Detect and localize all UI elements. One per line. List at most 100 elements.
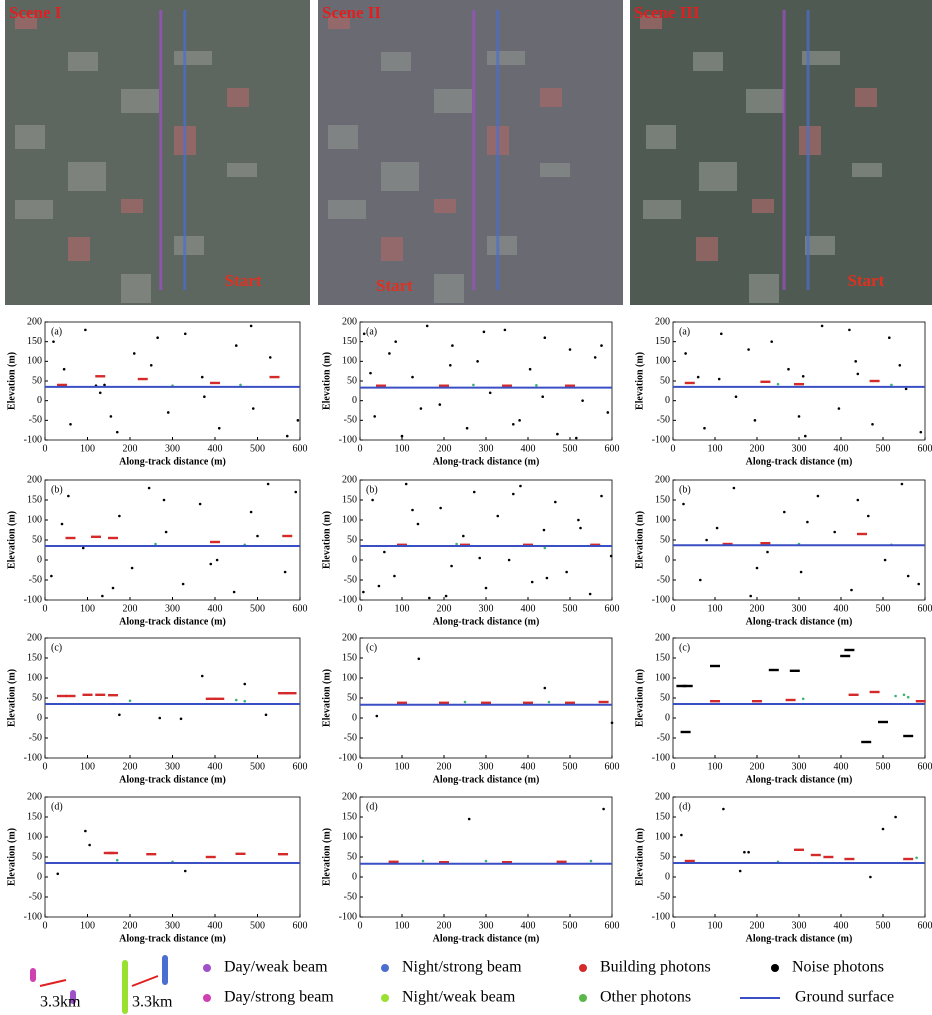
y-tick-label: -100: [339, 434, 357, 445]
y-tick-label: 50: [32, 692, 42, 703]
photon: [590, 860, 593, 863]
y-tick-label: 100: [27, 672, 42, 683]
photon: [754, 419, 757, 422]
building-block: [852, 163, 882, 177]
y-axis-label: Elevation (m): [6, 828, 17, 886]
x-tick-label: 200: [123, 920, 138, 931]
photon: [783, 511, 786, 514]
photon: [184, 333, 187, 336]
photon: [239, 384, 242, 387]
y-tick-label: 100: [27, 831, 42, 842]
photon-segment: [916, 700, 926, 702]
y-tick-label: -50: [344, 574, 357, 585]
panel-label: (d): [51, 801, 63, 812]
x-tick-label: 600: [605, 443, 620, 454]
photon: [821, 325, 824, 328]
plot-frame: [360, 638, 612, 758]
photon-segment: [760, 381, 770, 383]
figure: Scene IStartScene IIStartScene IIIStart0…: [0, 0, 932, 1015]
photon: [543, 529, 546, 532]
photon-segment: [397, 702, 407, 704]
building-block: [696, 237, 718, 261]
y-tick-label: 150: [655, 336, 670, 347]
y-tick-label: 0: [665, 554, 670, 565]
photon: [180, 718, 183, 721]
x-tick-label: 400: [834, 761, 849, 772]
legend-label: Building photons: [600, 959, 711, 976]
photon: [235, 344, 238, 347]
y-tick-label: 50: [660, 375, 670, 386]
photon: [445, 595, 448, 598]
y-tick-label: 100: [655, 514, 670, 525]
x-tick-label: 600: [293, 761, 308, 772]
photon-segment: [811, 854, 821, 856]
photon: [182, 583, 185, 586]
photon: [428, 597, 431, 600]
photon: [600, 344, 603, 347]
photon: [600, 495, 603, 498]
photon: [802, 375, 805, 378]
photon: [519, 485, 522, 488]
photon: [569, 348, 572, 351]
photon: [838, 407, 841, 410]
photon: [401, 435, 404, 438]
photon-segment: [861, 741, 871, 743]
y-tick-label: 0: [352, 395, 357, 406]
photon: [857, 499, 860, 502]
y-tick-label: 100: [655, 831, 670, 842]
x-tick-label: 500: [876, 443, 891, 454]
photon: [56, 873, 59, 876]
photon: [265, 714, 268, 717]
photon: [455, 543, 458, 546]
x-tick-label: 100: [708, 761, 723, 772]
building-block: [699, 162, 737, 191]
y-tick-label: 50: [660, 692, 670, 703]
photon: [233, 591, 236, 594]
y-tick-label: 50: [347, 692, 357, 703]
photon-segment: [823, 856, 833, 858]
photon: [485, 587, 488, 590]
photon: [52, 340, 55, 343]
building-block: [434, 274, 464, 303]
y-tick-label: 200: [342, 632, 357, 643]
building-block: [646, 125, 676, 149]
building-block: [749, 274, 779, 303]
photon-segment: [91, 536, 101, 538]
y-tick-label: 200: [655, 474, 670, 485]
x-tick-label: 300: [792, 761, 807, 772]
x-tick-label: 600: [918, 603, 932, 614]
photon: [907, 696, 910, 699]
photon-segment: [844, 649, 854, 651]
photon: [103, 384, 106, 387]
photon: [901, 483, 904, 486]
photon: [116, 859, 119, 862]
satellite-image: [318, 0, 623, 305]
photon: [787, 368, 790, 371]
photon-segment: [236, 853, 246, 855]
photon-segment: [83, 694, 93, 696]
photon-segment: [794, 849, 804, 851]
x-axis-label: Along-track distance (m): [433, 616, 540, 627]
y-tick-label: 100: [655, 356, 670, 367]
photon: [376, 715, 379, 718]
photon: [468, 818, 471, 821]
y-tick-label: 50: [32, 375, 42, 386]
photon-segment: [870, 380, 880, 382]
y-tick-label: -100: [24, 911, 42, 922]
panel-label: (c): [51, 642, 62, 653]
photon-segment: [840, 655, 850, 657]
photon-segment: [146, 853, 156, 855]
photon: [462, 535, 465, 538]
building-block: [328, 125, 358, 149]
photon-segment: [857, 533, 867, 535]
y-tick-label: -100: [24, 752, 42, 763]
legend-marker: [381, 994, 389, 1002]
y-tick-label: 0: [665, 395, 670, 406]
x-axis-label: Along-track distance (m): [746, 933, 853, 944]
satellite-image: [630, 0, 932, 305]
photon: [903, 694, 906, 697]
building-block: [487, 236, 517, 255]
photon: [184, 870, 187, 873]
x-tick-label: 600: [605, 761, 620, 772]
y-tick-label: 0: [37, 712, 42, 723]
